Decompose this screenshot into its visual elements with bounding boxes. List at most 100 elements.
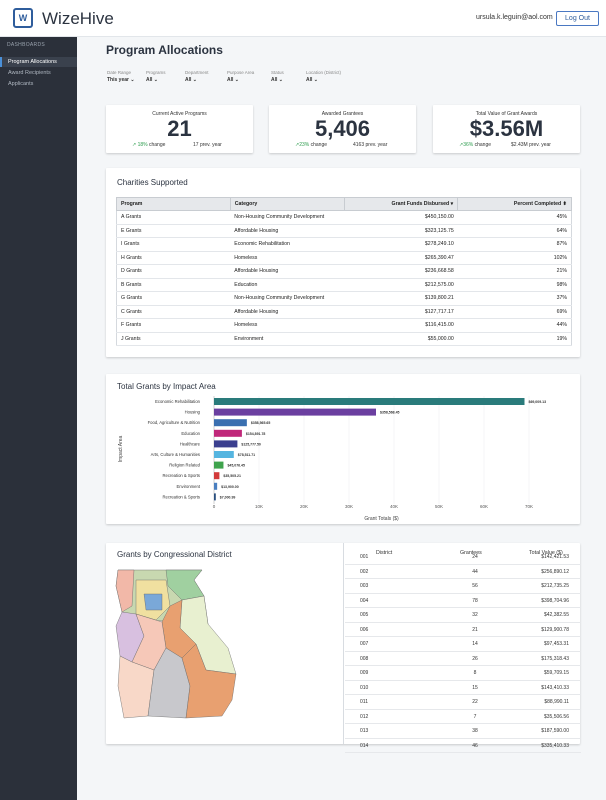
logo-icon[interactable]: W: [13, 8, 33, 28]
kpi-card-total-value: Total Value of Grant Awards $3.56M ↗36% …: [433, 105, 580, 153]
table-row[interactable]: G Grants Non-Housing Community Developmen…: [116, 291, 572, 306]
filter-location[interactable]: Location (District) All ⌄: [306, 70, 341, 83]
filter-label: Programs: [146, 70, 166, 75]
table-row[interactable]: D Grants Affordable Housing $236,668.58 21%: [116, 264, 572, 279]
column-header-category[interactable]: Category: [229, 197, 345, 211]
divider: [343, 543, 344, 744]
district-cell: 002: [360, 568, 369, 575]
bar[interactable]: [214, 440, 238, 448]
sidebar-item-program-allocations[interactable]: Program Allocations: [0, 57, 77, 67]
bar[interactable]: [214, 398, 525, 405]
table-cell: Education: [230, 277, 344, 292]
table-row[interactable]: E Grants Affordable Housing $323,125.75 64%: [116, 223, 572, 238]
district-row[interactable]: 001 24 $142,421.53: [345, 550, 581, 565]
sort-desc-icon: ▾: [450, 201, 454, 207]
filter-label: Location (District): [306, 70, 342, 75]
x-tick-label: 10K: [255, 504, 263, 509]
bar[interactable]: [214, 493, 216, 501]
table-cell: E Grants: [116, 223, 231, 238]
filter-department[interactable]: Department All ⌄: [185, 70, 209, 83]
table-row[interactable]: B Grants Education $212,575.00 98%: [116, 277, 572, 292]
filter-value: All ⌄: [306, 77, 318, 83]
table-cell: $265,390.47: [344, 250, 458, 265]
district-row[interactable]: 007 14 $97,453.31: [345, 637, 581, 652]
table-cell: I Grants: [116, 237, 231, 252]
filter-date-range[interactable]: Date Range This year ⌄: [107, 70, 135, 83]
section-title: Charities Supported: [117, 178, 188, 187]
district-cell: $398,704.96: [541, 597, 569, 604]
district-row[interactable]: 012 7 $35,506.56: [345, 710, 581, 724]
column-header-program[interactable]: Program: [116, 197, 231, 211]
table-cell: 44%: [457, 318, 572, 333]
filter-purpose-area[interactable]: Purpose Area All ⌄: [227, 70, 254, 83]
district-row[interactable]: 011 22 $88,990.11: [345, 695, 581, 710]
map-region-atlanta[interactable]: [143, 593, 163, 611]
district-cell: 32: [472, 612, 478, 618]
district-row[interactable]: 013 38 $187,590.00: [345, 724, 581, 739]
table-row[interactable]: J Grants Environment $55,000.00 19%: [116, 331, 572, 346]
district-row[interactable]: 006 21 $129,900.78: [345, 623, 581, 637]
x-tick-label: 40K: [390, 504, 398, 509]
bar[interactable]: [214, 451, 234, 458]
district-cell: $97,453.31: [543, 641, 569, 647]
filter-programs[interactable]: Programs All ⌄: [146, 70, 166, 83]
table-cell: F Grants: [116, 318, 231, 333]
bar[interactable]: [214, 419, 247, 427]
table-cell: B Grants: [116, 277, 231, 292]
district-row[interactable]: 005 32 $42,382.55: [345, 608, 581, 623]
map-region-northwest[interactable]: [115, 569, 135, 613]
category-label: Recreation & Sports: [163, 494, 200, 499]
bar[interactable]: [214, 429, 242, 437]
bar[interactable]: [214, 408, 376, 416]
district-row[interactable]: 009 8 $59,709.15: [345, 666, 581, 681]
charities-card: Charities Supported Program Category Gra…: [106, 168, 580, 357]
filter-label: Date Range: [107, 70, 132, 75]
table-cell: Affordable Housing: [230, 223, 344, 238]
district-cell: 005: [360, 612, 369, 618]
district-row[interactable]: 003 56 $212,735.25: [345, 579, 581, 594]
district-cell: 011: [360, 699, 368, 705]
chevron-down-icon: ⌄: [130, 77, 135, 83]
district-cell: 15: [472, 684, 478, 691]
user-email: ursula.k.leguin@aol.com: [476, 14, 553, 21]
kpi-change: ↗36% change: [459, 142, 492, 148]
top-bar: W WizeHive ursula.k.leguin@aol.com Log O…: [0, 0, 606, 37]
column-header-percent[interactable]: Percent Completed ⬍: [457, 197, 572, 211]
bar[interactable]: [214, 482, 218, 490]
table-row[interactable]: H Grants Homeless $265,390.47 102%: [116, 250, 572, 265]
category-label: Food, Agriculture & Nutrition: [148, 420, 201, 425]
district-cell: $143,410.33: [541, 684, 569, 691]
table-row[interactable]: F Grants Homeless $116,415.00 44%: [116, 318, 572, 333]
district-col-district: District: [376, 550, 393, 556]
table-cell: $212,575.00: [344, 277, 458, 292]
district-cell: 010: [360, 684, 369, 691]
table-row[interactable]: I Grants Economic Rehabilitation $278,249.…: [116, 237, 572, 252]
district-row[interactable]: 004 78 $398,704.96: [345, 594, 581, 608]
district-row[interactable]: 002 44 $256,890.12: [345, 565, 581, 579]
sidebar-section-label: DASHBOARDS: [7, 42, 46, 48]
y-axis-label: Impact Area: [118, 435, 124, 462]
table-row[interactable]: A Grants Non-Housing Community Developmen…: [116, 210, 572, 225]
table-cell: Homeless: [230, 250, 344, 265]
bar[interactable]: [214, 472, 220, 480]
district-cell: 44: [472, 568, 478, 575]
district-row[interactable]: 008 26 $175,318.43: [345, 652, 581, 666]
bar-value-label: $45,076.45: [227, 464, 245, 468]
table-cell: $236,668.58: [344, 264, 458, 279]
map-region-southeast[interactable]: [181, 643, 237, 719]
logout-button[interactable]: Log Out: [556, 11, 599, 26]
district-row[interactable]: 010 15 $143,410.33: [345, 681, 581, 695]
filter-value: All ⌄: [146, 77, 158, 83]
x-tick-label: 50K: [435, 504, 443, 509]
impact-area-card: Total Grants by Impact Area 0 10K 20K 30K 40…: [106, 374, 580, 524]
table-row[interactable]: C Grants Affordable Housing $127,717.17 69%: [116, 304, 572, 319]
bar[interactable]: [214, 461, 224, 469]
table-cell: 45%: [457, 210, 572, 225]
filter-status[interactable]: Status All ⌄: [271, 70, 284, 83]
district-row[interactable]: 014 46 $335,410.33: [345, 739, 581, 753]
sidebar-item-award-recipients[interactable]: Award Recipients: [8, 70, 51, 76]
sidebar-item-applicants[interactable]: Applicants: [8, 81, 34, 87]
column-header-funds[interactable]: Grant Funds Disbursed ▾: [343, 197, 459, 211]
kpi-value: 5,406: [314, 116, 371, 141]
table-cell: $323,125.75: [344, 223, 458, 238]
